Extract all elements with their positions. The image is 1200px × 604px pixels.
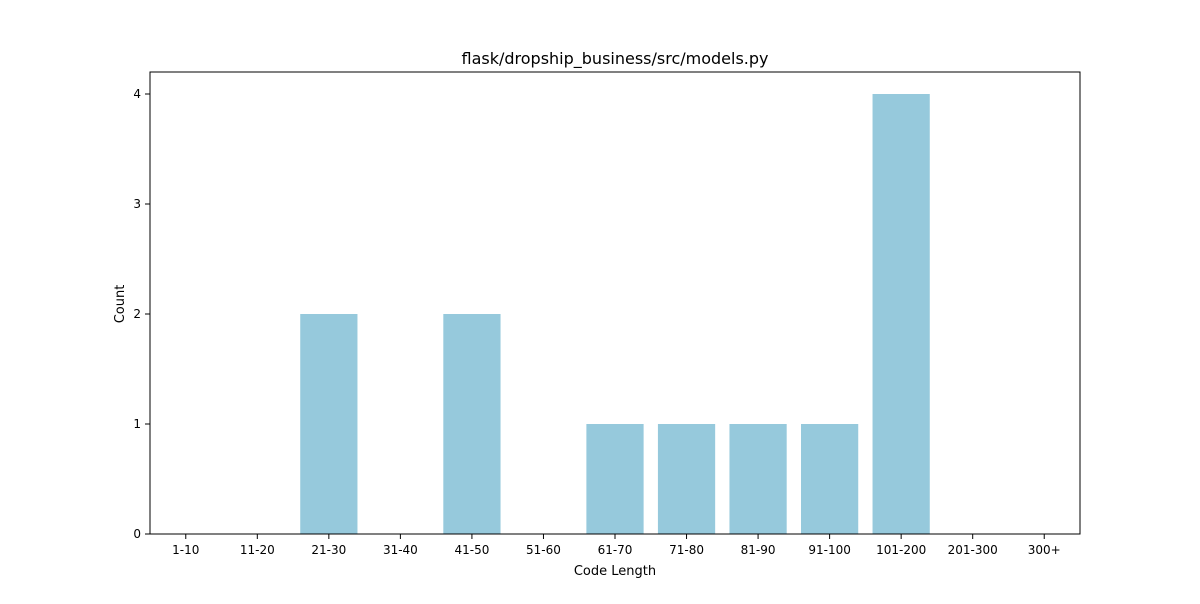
chart-title: flask/dropship_business/src/models.py [461,49,768,69]
x-tick-label-91-100: 91-100 [808,543,851,557]
bar-101-200 [872,94,930,534]
y-tick-label-2: 2 [133,307,141,321]
bar-41-50 [443,314,501,534]
x-tick-label-1-10: 1-10 [172,543,199,557]
x-tick-label-101-200: 101-200 [876,543,926,557]
bars-layer [300,94,930,534]
x-tick-label-300+: 300+ [1028,543,1061,557]
x-tick-label-51-60: 51-60 [526,543,561,557]
y-tick-label-0: 0 [133,527,141,541]
axes-layer: 1-10 11-20 21-30 31-40 41-50 51-60 61-70 71-80 8… [133,71,1081,557]
x-tick-label-71-80: 71-80 [669,543,704,557]
y-tick-label-1: 1 [133,417,141,431]
x-tick-label-11-20: 11-20 [240,543,275,557]
bar-61-70 [586,424,644,534]
x-tick-label-201-300: 201-300 [948,543,998,557]
bar-81-90 [729,424,787,534]
x-axis-label: Code Length [574,564,656,579]
x-tick-label-81-90: 81-90 [741,543,776,557]
x-tick-label-31-40: 31-40 [383,543,418,557]
y-tick-label-4: 4 [133,87,141,101]
bar-91-100 [801,424,859,534]
x-tick-label-41-50: 41-50 [454,543,489,557]
bar-21-30 [300,314,358,534]
y-axis-label: Count [113,285,128,324]
bar-71-80 [657,424,716,534]
x-tick-label-21-30: 21-30 [311,543,346,557]
y-tick-label-3: 3 [133,197,141,211]
x-tick-label-61-70: 61-70 [598,543,633,557]
